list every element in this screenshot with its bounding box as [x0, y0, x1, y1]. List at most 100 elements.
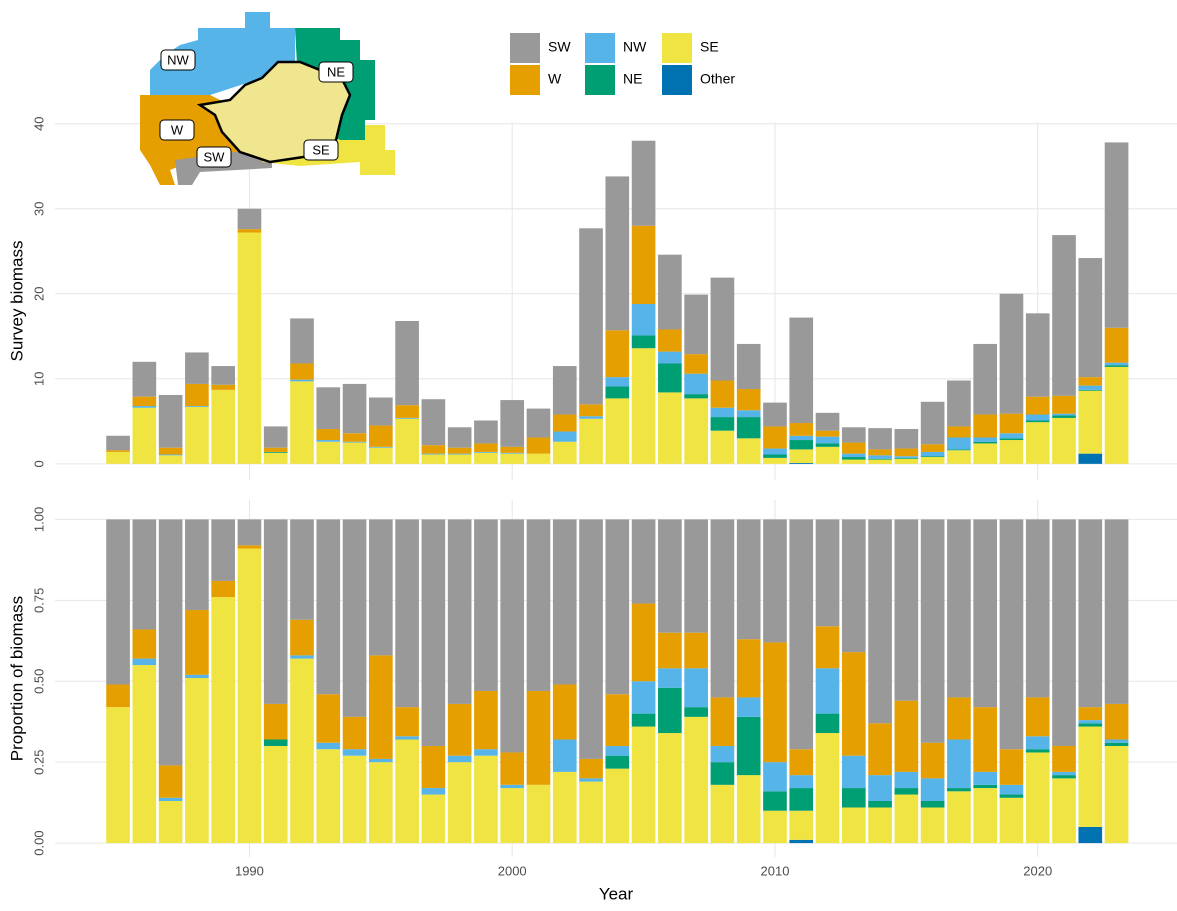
bar-segment: [290, 363, 314, 380]
bar-segment: [605, 330, 630, 378]
bar-segment: [237, 232, 262, 464]
bar-segment: [920, 801, 945, 808]
bar-segment: [342, 383, 367, 434]
bar-segment: [710, 277, 735, 381]
legend-label: NW: [623, 39, 647, 55]
bar-segment: [868, 807, 892, 844]
bar-segment: [211, 580, 235, 598]
bar-segment: [999, 440, 1024, 464]
bar-segment: [920, 444, 945, 452]
bar-segment: [815, 713, 840, 734]
bar-segment: [1104, 327, 1129, 363]
bar-segment: [631, 348, 656, 464]
bar-segment: [552, 739, 577, 772]
bar-segment: [736, 519, 761, 640]
bar-segment: [526, 437, 551, 454]
bar-segment: [999, 794, 1024, 798]
bar-segment: [658, 733, 682, 844]
bar-segment: [1078, 258, 1103, 378]
bar-segment: [1025, 749, 1050, 753]
bar-segment: [605, 386, 630, 399]
bar-segment: [158, 765, 183, 798]
bar-segment: [841, 788, 866, 808]
bar-segment: [1078, 377, 1103, 386]
bar-segment: [789, 788, 814, 811]
bar-segment: [1104, 742, 1129, 746]
bar-segment: [395, 417, 419, 419]
y-tick-label: 30: [31, 202, 46, 216]
bar-segment: [684, 632, 708, 669]
bar-segment: [158, 797, 183, 802]
bar-segment: [132, 396, 157, 407]
bar-segment: [500, 788, 525, 844]
bar-segment: [631, 726, 656, 844]
bar-segment: [868, 455, 892, 459]
bar-segment: [263, 451, 288, 453]
bar-segment: [868, 775, 892, 802]
bar-segment: [684, 294, 708, 355]
bar-segment: [658, 329, 682, 352]
bar-segment: [1078, 826, 1103, 844]
bar-segment: [395, 739, 419, 844]
bar-segment: [658, 392, 682, 464]
bar-segment: [132, 361, 157, 397]
bar-segment: [1078, 453, 1103, 464]
bar-segment: [894, 519, 919, 701]
bar-segment: [342, 442, 367, 464]
legend-label: SE: [700, 39, 719, 55]
bar-segment: [789, 440, 814, 450]
bar-segment: [815, 446, 840, 464]
bar-segment: [763, 810, 787, 844]
bar-segment: [579, 519, 603, 759]
bar-segment: [1025, 519, 1050, 698]
bar-segment: [1025, 736, 1050, 750]
bar-segment: [1104, 745, 1129, 844]
bar-segment: [1025, 420, 1050, 423]
bar-segment: [1078, 707, 1103, 721]
bar-segment: [1078, 726, 1103, 827]
bar-segment: [1052, 745, 1076, 772]
bar-segment: [316, 519, 341, 695]
bar-segment: [736, 438, 761, 464]
bar-segment: [579, 404, 603, 417]
bar-segment: [211, 597, 235, 844]
bar-segment: [920, 401, 945, 445]
map-label: NE: [327, 64, 345, 79]
bar-segment: [736, 389, 761, 411]
bar-segment: [316, 742, 341, 750]
bar-segment: [710, 519, 735, 698]
bar-segment: [369, 397, 393, 426]
bar-segment: [947, 788, 971, 792]
bar-segment: [211, 389, 235, 464]
bar-segment: [500, 453, 525, 464]
bar-segment: [736, 716, 761, 776]
bar-segment: [920, 457, 945, 464]
bar-segment: [999, 438, 1024, 441]
bar-segment: [868, 449, 892, 456]
bar-segment: [263, 745, 288, 844]
bar-segment: [474, 749, 498, 756]
bar-segment: [474, 443, 498, 452]
bar-segment: [132, 658, 157, 666]
bar-segment: [342, 755, 367, 844]
y-tick-label: 0.50: [31, 669, 46, 694]
bar-segment: [789, 435, 814, 441]
bar-segment: [185, 383, 209, 407]
bar-segment: [815, 443, 840, 447]
bar-segment: [421, 794, 446, 844]
bar-segment: [920, 519, 945, 743]
bar-segment: [710, 784, 735, 844]
bar-segment: [868, 801, 892, 808]
bar-segment: [552, 684, 577, 740]
bar-segment: [369, 758, 393, 763]
bar-segment: [158, 394, 183, 448]
bar-segment: [106, 707, 130, 844]
bar-segment: [973, 784, 998, 789]
bar-segment: [658, 519, 682, 633]
legend-label: SW: [548, 39, 571, 55]
bar-segment: [631, 713, 656, 727]
bar-segment: [526, 690, 551, 785]
bar-segment: [1052, 417, 1076, 464]
bar-segment: [789, 519, 814, 750]
